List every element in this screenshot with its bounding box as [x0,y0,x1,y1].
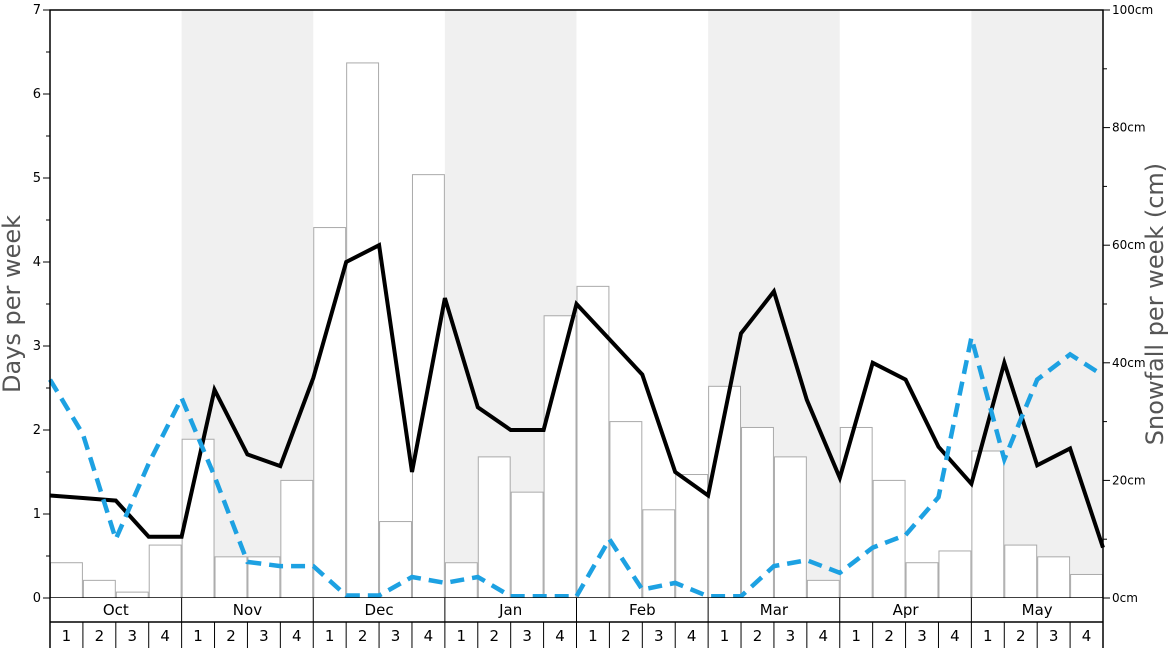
week-label: 2 [1016,627,1026,645]
left-tick-label: 1 [33,507,41,522]
snowfall-bar [50,562,83,599]
snowfall-bar [773,456,807,599]
week-label: 4 [687,627,697,645]
week-label: 2 [621,627,631,645]
month-label: May [1022,601,1053,619]
left-tick-label: 4 [33,255,41,270]
week-label: 4 [424,627,434,645]
snowfall-bar [938,550,972,599]
snowfall-bar [675,474,709,599]
week-label: 1 [193,627,203,645]
week-label: 4 [950,627,960,645]
week-label: 4 [160,627,170,645]
left-tick-label: 5 [33,171,41,186]
snowfall-bar [806,579,840,599]
right-tick-label: 60cm [1112,238,1146,252]
snowfall-bar [346,62,380,599]
week-label: 4 [555,627,565,645]
left-tick-label: 3 [33,339,41,354]
week-label: 3 [917,627,927,645]
snowfall-bar [971,450,1005,599]
snowfall-bar [905,562,939,599]
week-label: 4 [1082,627,1092,645]
left-tick-label: 2 [33,423,41,438]
week-label: 1 [588,627,598,645]
week-label: 2 [884,627,894,645]
snowfall-bar [642,509,676,599]
month-label: Oct [103,601,129,619]
week-label: 3 [259,627,269,645]
week-label: 2 [226,627,236,645]
month-label: Mar [760,601,789,619]
snowfall-bar [115,591,149,599]
snowfall-bar [1070,573,1103,599]
month-label: Apr [893,601,920,619]
y-axis-right-title: Snowfall per week (cm) [1141,163,1168,445]
dashed-line-series [48,337,1105,599]
month-label: Nov [233,601,262,619]
week-label: 2 [358,627,368,645]
x-axis: Oct 1 2 3 4 Nov 1 2 3 4 Dec 1 2 3 4 Jan 1 2 3 4 Feb 1 2 3 4 Mar 1 2… [49,598,1104,648]
snowfall-bar [1004,544,1038,599]
week-label: 1 [851,627,861,645]
week-label: 1 [983,627,993,645]
week-label: 3 [522,627,532,645]
snowfall-bar [543,315,577,599]
left-axis: 0 1 2 3 4 5 6 7 [33,3,50,606]
week-label: 3 [391,627,401,645]
right-axis: 0cm 20cm 40cm 60cm 80cm 100cm [1103,3,1153,605]
week-label: 2 [489,627,499,645]
week-label: 2 [753,627,763,645]
week-label: 1 [457,627,467,645]
week-label: 4 [292,627,302,645]
snowfall-bar [214,556,248,599]
right-tick-label: 20cm [1112,473,1146,487]
snowfall-bar [609,421,643,599]
left-tick-label: 6 [33,87,41,102]
month-label: Feb [629,601,656,619]
solid-line-series [49,242,1105,549]
snowfall-bar [477,456,511,599]
week-label: 1 [62,627,72,645]
line-series [48,242,1105,599]
week-label: 2 [95,627,105,645]
right-tick-label: 100cm [1112,3,1153,17]
left-tick-label: 0 [33,591,41,606]
week-label: 3 [1049,627,1059,645]
right-tick-label: 0cm [1112,591,1138,605]
y-axis-left-title: Days per week [0,215,26,393]
snowfall-bar [1037,556,1071,599]
week-label: 1 [325,627,335,645]
snowfall-bar [510,491,544,599]
week-label: 4 [819,627,829,645]
snowfall-bar [148,544,182,599]
left-tick-label: 7 [33,3,41,18]
week-label: 3 [654,627,664,645]
week-label: 3 [786,627,796,645]
month-label: Jan [498,601,522,619]
right-tick-label: 40cm [1112,356,1146,370]
right-tick-label: 80cm [1112,121,1146,135]
snowfall-bar [82,579,116,599]
week-label: 1 [720,627,730,645]
snowfall-bar [280,479,314,599]
month-label: Dec [365,601,394,619]
week-label: 3 [127,627,137,645]
